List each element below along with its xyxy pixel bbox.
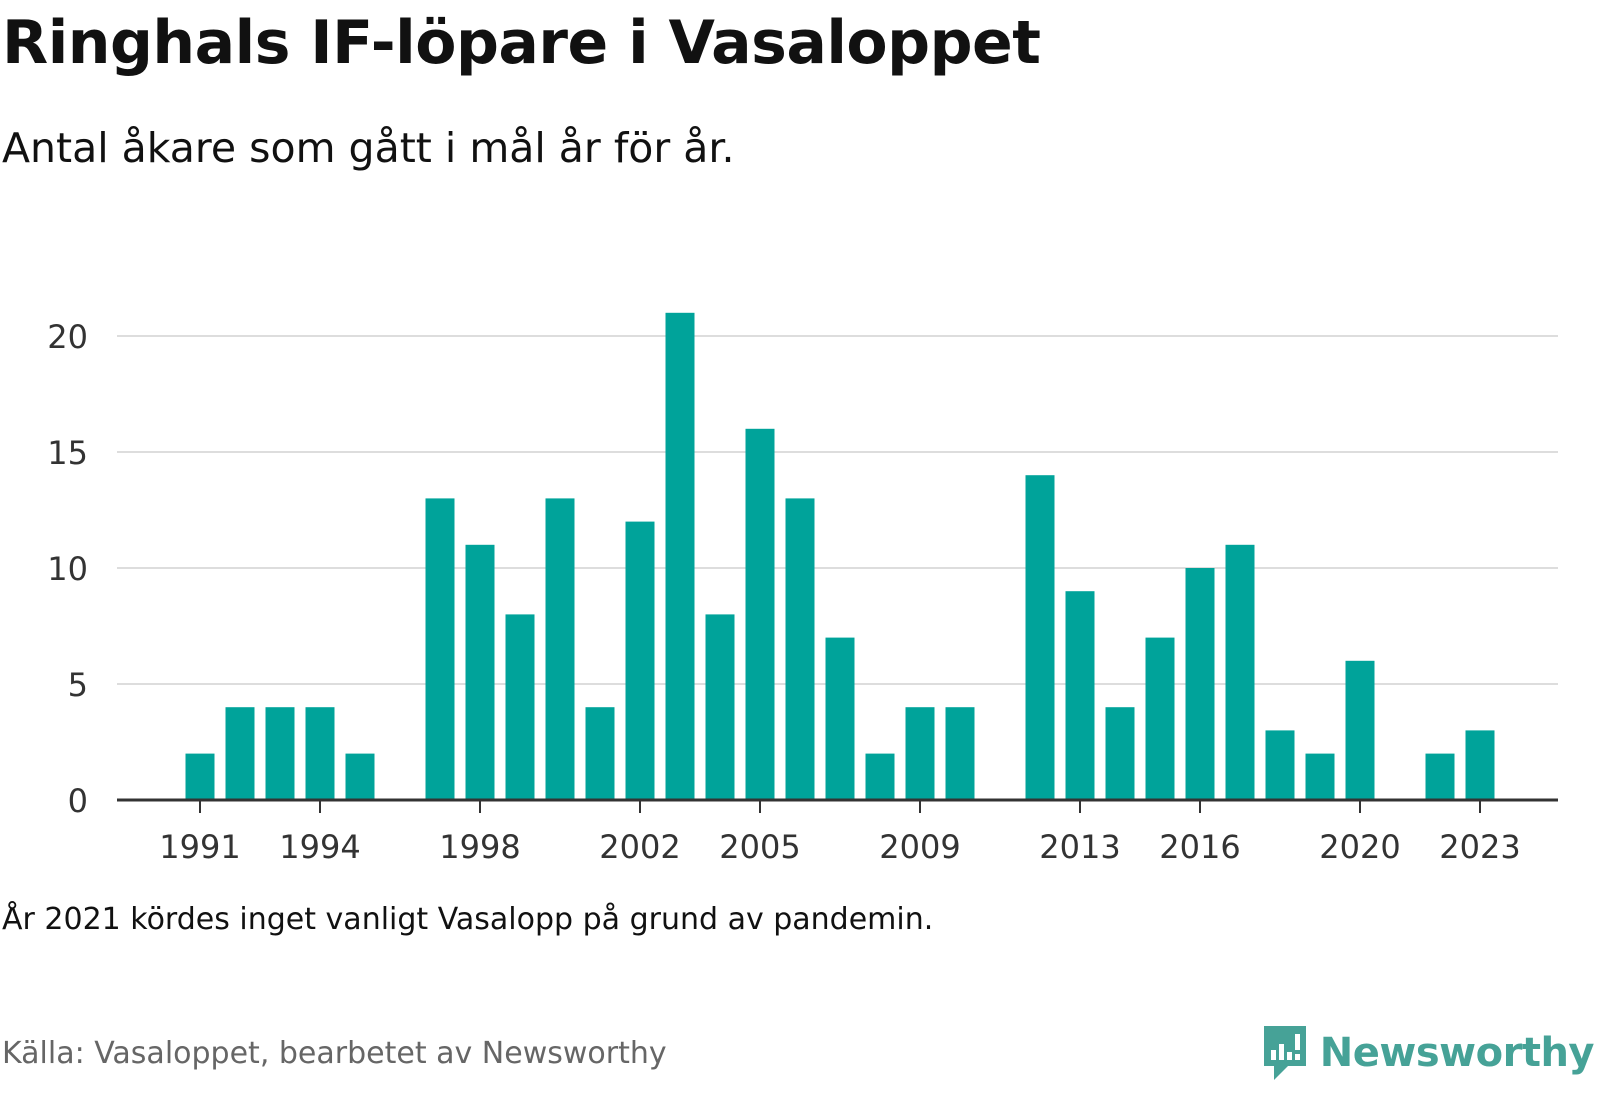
- x-tick-label: 1994: [279, 828, 360, 866]
- bar-2013: [1065, 591, 1095, 800]
- bar-1998: [465, 544, 495, 800]
- x-tick-label: 1991: [159, 828, 240, 866]
- bar-2003: [665, 312, 695, 800]
- bar-2007: [825, 637, 855, 800]
- source-text: Källa: Vasaloppet, bearbetet av Newswort…: [2, 1036, 667, 1071]
- bar-2017: [1225, 544, 1255, 800]
- bar-2004: [705, 614, 735, 800]
- bar-1991: [185, 753, 215, 800]
- x-tick-label: 2020: [1319, 828, 1400, 866]
- x-tick-label: 2023: [1439, 828, 1520, 866]
- x-tick-label: 2002: [599, 828, 680, 866]
- newsworthy-logo[interactable]: Newsworthy: [1260, 1018, 1595, 1088]
- bar-2018: [1265, 730, 1295, 800]
- y-tick-label: 0: [68, 782, 88, 820]
- bar-2008: [865, 753, 895, 800]
- bar-2010: [945, 707, 975, 800]
- gridlines: [117, 335, 1558, 685]
- axes: 0 5 10 15 20 1991 1994 1998 2002 2005 2009 2013 2016…: [47, 318, 1558, 866]
- bar-2001: [585, 707, 615, 800]
- chart-title: Ringhals IF-löpare i Vasaloppet: [2, 8, 1041, 78]
- bar-1994: [305, 707, 335, 800]
- bar-2014: [1105, 707, 1135, 800]
- x-tick-label: 2013: [1039, 828, 1120, 866]
- y-tick-label: 15: [47, 434, 88, 472]
- bar-1999: [505, 614, 535, 800]
- bar-2005: [745, 428, 775, 800]
- bar-2012: [1025, 475, 1055, 800]
- newsworthy-logo-icon: [1263, 1026, 1306, 1080]
- bars: [185, 312, 1495, 800]
- x-tick-label: 2005: [719, 828, 800, 866]
- y-tick-label: 5: [68, 666, 88, 704]
- chart-subtitle: Antal åkare som gått i mål år för år.: [2, 124, 735, 172]
- bar-2000: [545, 498, 575, 800]
- bar-2015: [1145, 637, 1175, 800]
- y-tick-label: 20: [47, 318, 88, 356]
- bar-2022: [1425, 753, 1455, 800]
- bar-2023: [1465, 730, 1495, 800]
- bar-2009: [905, 707, 935, 800]
- brand-name: Newsworthy: [1319, 1030, 1595, 1076]
- bar-2016: [1185, 568, 1215, 800]
- bar-2020: [1345, 660, 1375, 800]
- bar-1995: [345, 753, 375, 800]
- bar-1997: [425, 498, 455, 800]
- bar-chart: 0 5 10 15 20 1991 1994 1998 2002 2005 2009 2013 2016…: [47, 312, 1558, 866]
- x-tick-label: 2009: [879, 828, 960, 866]
- bar-2006: [785, 498, 815, 800]
- footnote: År 2021 kördes inget vanligt Vasalopp på…: [2, 902, 934, 937]
- x-tick-label: 1998: [439, 828, 520, 866]
- x-tick-label: 2016: [1159, 828, 1240, 866]
- bar-2019: [1305, 753, 1335, 800]
- bar-1993: [265, 707, 295, 800]
- bar-1992: [225, 707, 255, 800]
- bar-2002: [625, 521, 655, 800]
- y-tick-label: 10: [47, 550, 88, 588]
